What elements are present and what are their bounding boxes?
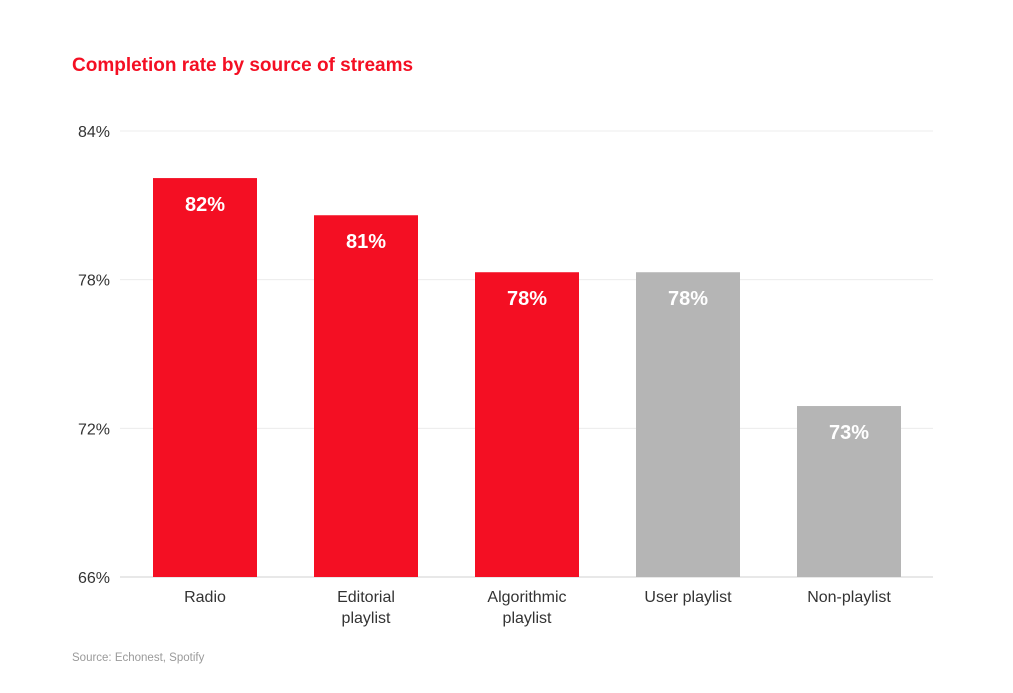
data-label: 78% bbox=[507, 288, 547, 310]
x-tick-label: playlist bbox=[342, 610, 391, 627]
data-label: 82% bbox=[185, 194, 225, 216]
data-label: 78% bbox=[668, 288, 708, 310]
y-tick-label: 78% bbox=[78, 273, 110, 290]
x-tick-label: Radio bbox=[184, 589, 226, 606]
x-tick-label: Algorithmic bbox=[487, 589, 566, 606]
bar bbox=[314, 215, 418, 577]
data-label: 81% bbox=[346, 231, 386, 253]
y-axis: 84% 78% 72% 66% bbox=[78, 124, 110, 587]
data-label: 73% bbox=[829, 422, 869, 444]
x-tick-label: Non-playlist bbox=[807, 589, 891, 606]
x-tick-label: User playlist bbox=[644, 589, 732, 606]
x-tick-label: playlist bbox=[503, 610, 552, 627]
x-axis: Radio Editorial playlist Algorithmic playlis… bbox=[184, 589, 891, 627]
source-note: Source: Echonest, Spotify bbox=[72, 652, 205, 664]
bar bbox=[636, 272, 740, 577]
y-tick-label: 72% bbox=[78, 421, 110, 438]
y-tick-label: 66% bbox=[78, 570, 110, 587]
y-tick-label: 84% bbox=[78, 124, 110, 141]
bar bbox=[797, 406, 901, 577]
bars: 82% 81% 78% 78% 73% bbox=[153, 178, 901, 578]
chart-title: Completion rate by source of streams bbox=[72, 55, 413, 76]
x-tick-label: Editorial bbox=[337, 589, 395, 606]
bar bbox=[475, 272, 579, 577]
bar bbox=[153, 178, 257, 578]
